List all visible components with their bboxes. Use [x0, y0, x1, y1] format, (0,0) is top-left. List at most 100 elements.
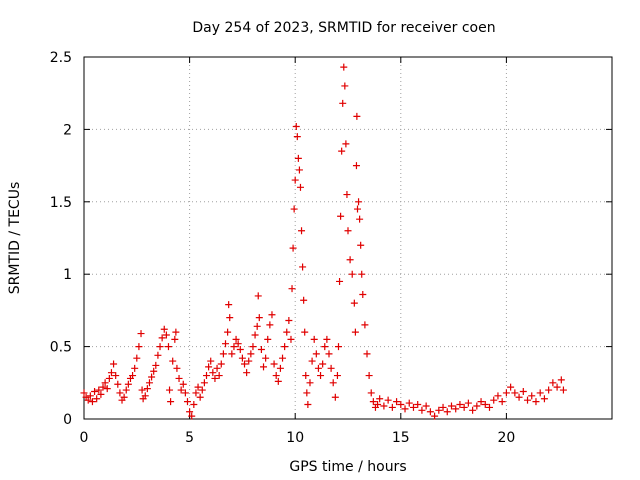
data-point [183, 398, 191, 406]
data-point [129, 372, 137, 380]
data-point [528, 392, 536, 400]
data-point [211, 374, 219, 382]
plot-frame [83, 56, 613, 420]
data-point [228, 350, 236, 358]
data-point [243, 369, 251, 377]
data-point [172, 328, 180, 336]
data-point [292, 123, 300, 131]
data-point [84, 396, 92, 404]
data-point [88, 398, 96, 406]
x-axis-label: GPS time / hours [289, 459, 406, 475]
y-tick-label: 2.5 [50, 50, 72, 66]
data-point [143, 385, 151, 393]
data-point [160, 325, 168, 333]
data-point [105, 374, 113, 382]
data-point [293, 133, 301, 141]
data-point [498, 398, 506, 406]
data-point [177, 386, 185, 394]
data-point [401, 405, 409, 413]
data-point [175, 374, 183, 382]
data-point [300, 296, 308, 304]
data-point [351, 328, 359, 336]
data-point [148, 373, 156, 381]
data-point [167, 398, 175, 406]
data-point [559, 386, 567, 394]
data-point [264, 335, 272, 343]
y-tick-label: 1.5 [50, 195, 72, 211]
data-point [477, 398, 485, 406]
data-point [431, 412, 439, 420]
data-point [166, 386, 174, 394]
data-point [290, 205, 298, 213]
data-point [188, 412, 196, 420]
data-point [302, 372, 310, 380]
data-point [262, 354, 270, 362]
data-point [357, 241, 365, 249]
data-point [181, 389, 189, 397]
data-point [490, 396, 498, 404]
data-point [274, 377, 282, 385]
data-point [388, 403, 396, 411]
data-point [308, 357, 316, 365]
data-point [341, 82, 349, 90]
x-tick-label: 10 [286, 430, 304, 446]
data-point [303, 389, 311, 397]
x-tick-label: 5 [185, 430, 194, 446]
data-point [291, 176, 299, 184]
data-point [319, 360, 327, 368]
data-point [507, 383, 515, 391]
data-point [301, 328, 309, 336]
data-point [439, 403, 447, 411]
x-tick-label: 0 [80, 430, 89, 446]
data-point [287, 335, 295, 343]
data-point [217, 360, 225, 368]
data-point [524, 396, 532, 404]
data-point [234, 340, 242, 348]
data-point [348, 270, 356, 278]
data-point [238, 354, 246, 362]
data-point [296, 183, 304, 191]
data-point [338, 147, 346, 155]
data-point [519, 387, 527, 395]
data-point [486, 403, 494, 411]
data-point [359, 290, 367, 298]
data-point [137, 330, 145, 338]
data-point [232, 335, 240, 343]
data-point [374, 401, 382, 409]
data-point [138, 386, 146, 394]
data-point [225, 301, 233, 309]
data-point [323, 335, 331, 343]
data-point [103, 385, 111, 393]
data-point [447, 402, 455, 410]
data-point [169, 357, 177, 365]
data-point [110, 360, 118, 368]
y-tick-label: 1 [63, 267, 72, 283]
data-point [260, 363, 268, 371]
data-point [481, 401, 489, 409]
data-point [145, 379, 153, 387]
y-tick-label: 0.5 [50, 340, 72, 356]
data-point [331, 393, 339, 401]
data-point [279, 354, 287, 362]
data-point [91, 387, 99, 395]
data-point [154, 351, 162, 359]
data-point [352, 162, 360, 170]
data-point [245, 357, 253, 365]
data-point [215, 372, 223, 380]
data-point [456, 401, 464, 409]
data-point [532, 398, 540, 406]
data-point [276, 364, 284, 372]
data-point [192, 389, 200, 397]
data-point [236, 345, 244, 353]
data-point [540, 395, 548, 403]
data-point [133, 354, 141, 362]
data-point [502, 389, 510, 397]
data-point [209, 369, 217, 377]
axis-ticks [83, 56, 612, 420]
data-point [190, 401, 198, 409]
x-tick-label: 20 [497, 430, 515, 446]
data-point [124, 380, 132, 388]
data-point [298, 227, 306, 235]
data-point [342, 140, 350, 148]
data-point [426, 408, 434, 416]
